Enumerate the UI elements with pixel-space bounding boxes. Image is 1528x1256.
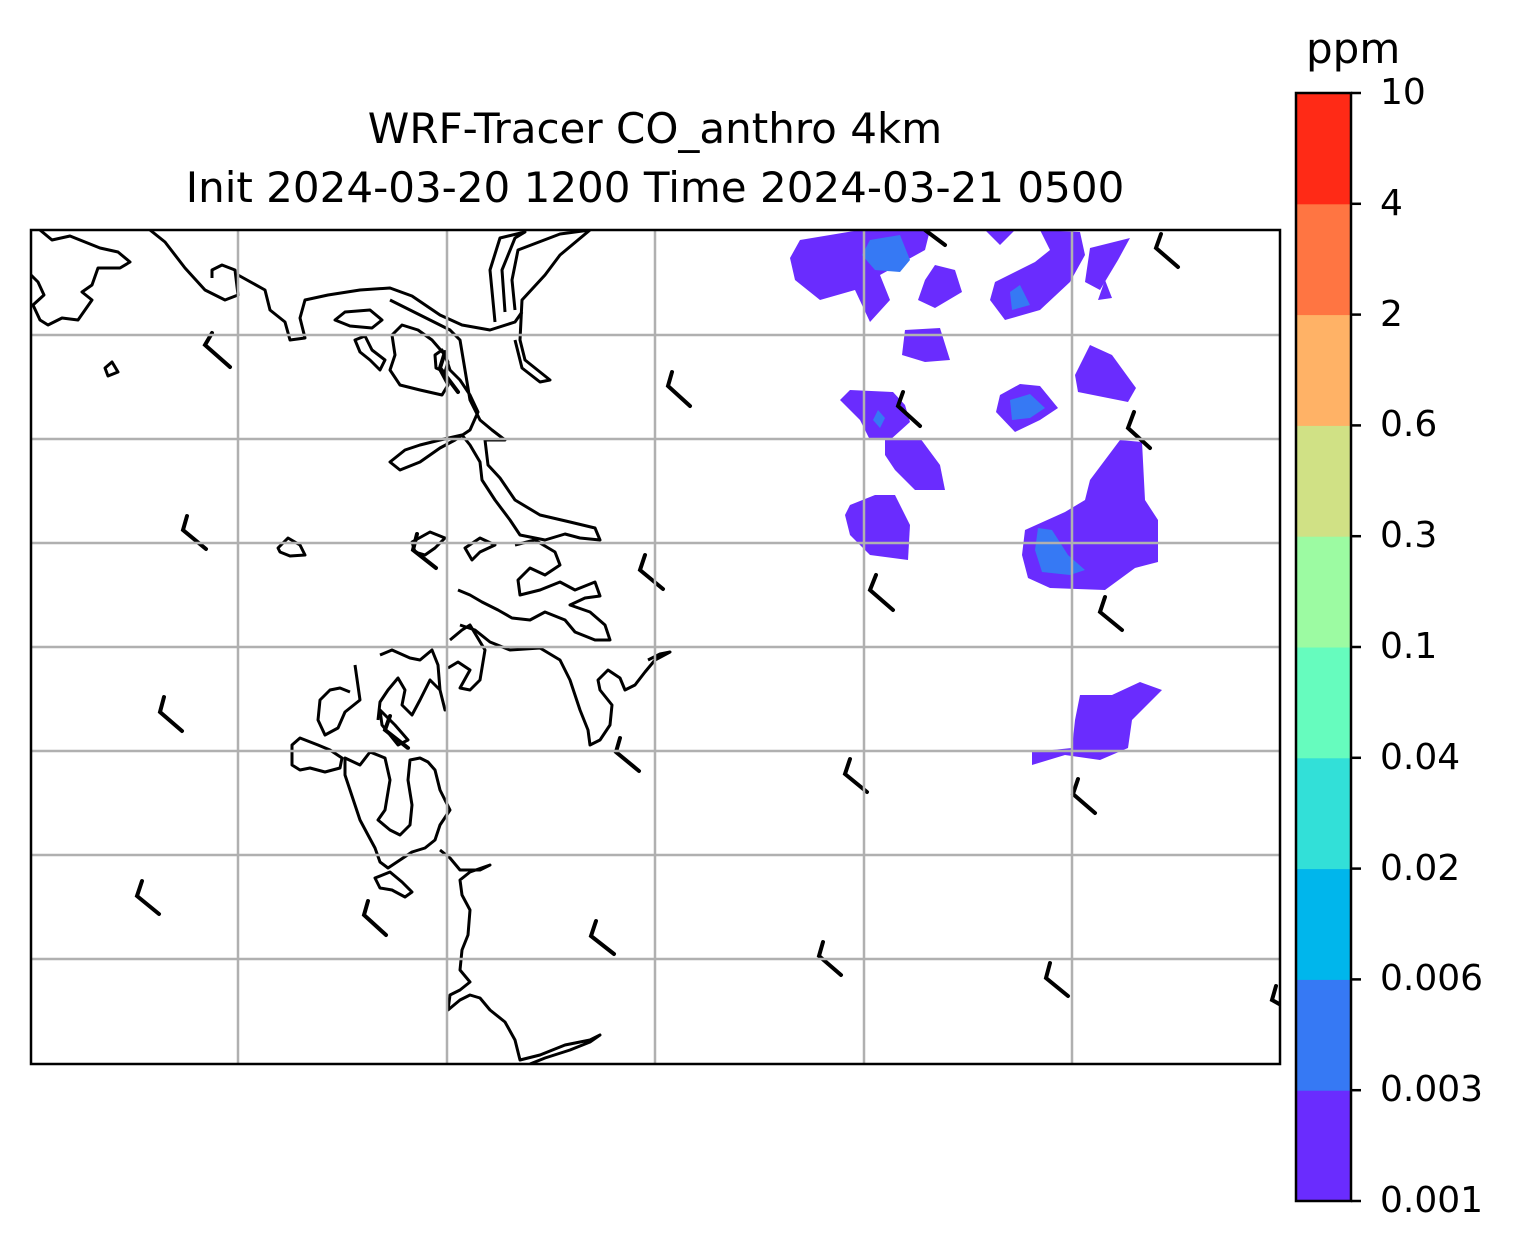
- colorbar-tick-label: 0.003: [1380, 1069, 1484, 1111]
- contour-region: [902, 328, 950, 362]
- coastline: [488, 230, 527, 323]
- coastline: [343, 750, 452, 870]
- wind-barb: [437, 350, 460, 394]
- concentration-contours: [790, 230, 1162, 765]
- wind-barb: [361, 899, 388, 937]
- wind-barb: [1125, 410, 1152, 450]
- coastline: [31, 230, 132, 327]
- wind-barb: [134, 879, 161, 916]
- contour-region-inner: [873, 410, 885, 428]
- colorbar-tick-label: 10: [1380, 72, 1426, 113]
- wind-barb: [1269, 984, 1280, 1007]
- contour-region: [840, 390, 910, 440]
- coastline: [373, 870, 414, 899]
- colorbar-tick-label: 0.04: [1380, 736, 1461, 778]
- coastline: [103, 360, 120, 378]
- coastline: [316, 664, 362, 737]
- coastline: [290, 736, 344, 774]
- map-frame: [29, 228, 1282, 1066]
- coastline: [457, 538, 612, 642]
- colorbar-unit-label: ppm: [1306, 24, 1401, 73]
- colorbar-tick-label: 0.3: [1380, 515, 1438, 557]
- contour-region-inner: [1010, 394, 1045, 420]
- contour-region: [1098, 280, 1112, 300]
- coastlines: [31, 230, 672, 1064]
- colorbar-tick-label: 2: [1380, 293, 1403, 335]
- wind-barb: [842, 757, 869, 794]
- contour-region: [845, 495, 910, 560]
- colorbar-band: [1296, 203, 1351, 316]
- coastline: [510, 230, 592, 384]
- wind-barb: [1043, 961, 1070, 998]
- contour-region: [918, 265, 962, 308]
- coastline: [353, 334, 387, 372]
- contour-region: [985, 230, 1015, 245]
- colorbar-band: [1296, 757, 1351, 870]
- colorbar-tick-label: 4: [1380, 182, 1403, 224]
- colorbar-band: [1296, 979, 1351, 1091]
- colorbar: [1296, 93, 1351, 1202]
- wind-barb: [382, 714, 410, 750]
- wind-barb: [1153, 232, 1180, 269]
- contour-region: [1032, 682, 1162, 765]
- coastline: [149, 230, 240, 302]
- wind-barb: [1097, 595, 1124, 632]
- contour-region: [790, 230, 930, 322]
- wind-barb: [202, 331, 232, 369]
- colorbar-band: [1296, 314, 1351, 426]
- contour-region: [1085, 238, 1130, 290]
- colorbar-tick-label: 0.02: [1380, 847, 1461, 889]
- coastline: [376, 648, 447, 721]
- contour-region: [885, 438, 945, 490]
- wind-barb: [637, 553, 665, 591]
- coastline: [447, 623, 487, 692]
- wind-barb: [157, 695, 184, 733]
- gridlines: [31, 230, 1280, 1064]
- colorbar-tick-label: 0.006: [1380, 958, 1484, 1000]
- coastline: [459, 623, 672, 747]
- chart-title-line-2: Init 2024-03-20 1200 Time 2024-03-21 050…: [185, 163, 1125, 212]
- coastline: [333, 308, 384, 330]
- chart-title-line-1: WRF-Tracer CO_anthro 4km: [367, 104, 943, 153]
- wind-barb: [588, 919, 616, 956]
- contour-region-inner: [862, 235, 910, 272]
- wind-barb: [816, 940, 843, 977]
- wind-barb: [613, 736, 641, 773]
- colorbar-tick-label: 0.1: [1380, 626, 1438, 667]
- coastline: [388, 298, 602, 542]
- wind-barb: [867, 573, 895, 612]
- contour-region-inner: [1010, 285, 1030, 310]
- colorbar-band: [1296, 425, 1351, 537]
- coastline: [276, 536, 307, 558]
- contour-region: [1075, 345, 1136, 402]
- wind-barb: [1070, 777, 1097, 815]
- colorbar-band: [1296, 647, 1351, 759]
- colorbar-ticks: [1351, 91, 1361, 1203]
- coastline: [378, 708, 410, 747]
- wind-barb: [665, 370, 692, 408]
- colorbar-tick-label: 0.6: [1380, 404, 1438, 446]
- wind-barbs: [134, 230, 1280, 1007]
- colorbar-band: [1296, 1090, 1351, 1202]
- colorbar-band: [1296, 868, 1351, 980]
- colorbar-band: [1296, 536, 1351, 648]
- wind-barb: [410, 532, 438, 570]
- coastline: [439, 848, 602, 1064]
- wind-barb: [923, 230, 947, 247]
- wind-barb: [895, 390, 922, 428]
- coastline: [463, 536, 497, 562]
- colorbar-band: [1296, 93, 1351, 205]
- coastline: [237, 273, 524, 342]
- colorbar-tick-label: 0.001: [1380, 1180, 1484, 1221]
